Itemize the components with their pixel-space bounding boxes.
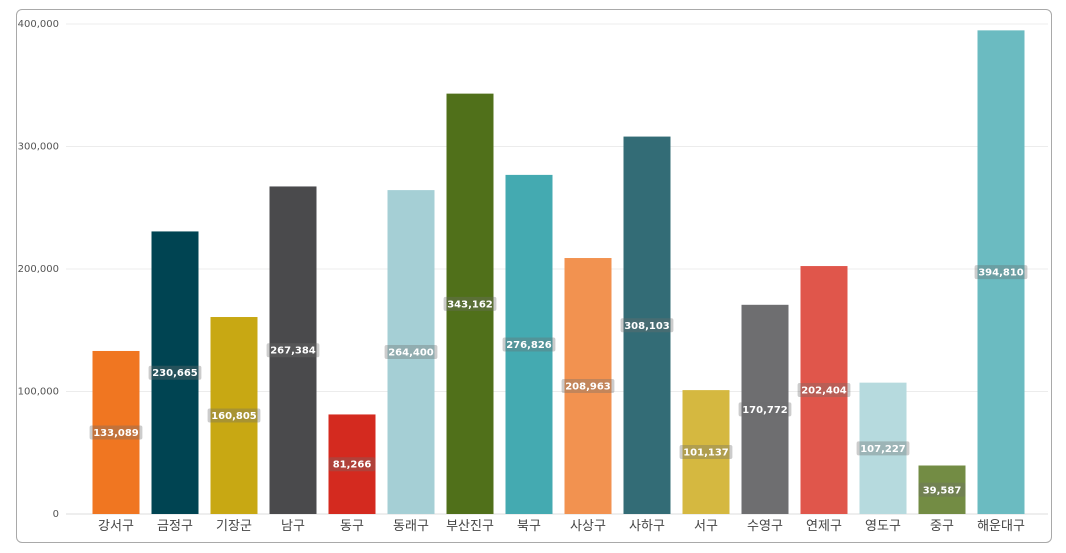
data-label: 81,266 xyxy=(333,460,372,471)
y-tick-label: 300,000 xyxy=(18,142,59,153)
x-tick-label: 연제구 xyxy=(806,519,842,534)
y-tick-label: 0 xyxy=(53,509,59,520)
data-label-box xyxy=(561,379,615,394)
bar[interactable] xyxy=(800,266,848,514)
x-tick-label: 동구 xyxy=(340,519,364,534)
data-label-box xyxy=(89,425,143,440)
bar[interactable] xyxy=(387,190,435,515)
bar[interactable] xyxy=(564,258,612,514)
y-tick-label: 100,000 xyxy=(18,387,59,398)
x-tick-label: 사하구 xyxy=(629,519,665,534)
x-tick-label: 기장군 xyxy=(216,519,252,534)
bar[interactable] xyxy=(977,30,1025,514)
data-label: 267,384 xyxy=(270,346,316,357)
data-label-box xyxy=(502,337,556,352)
x-tick-label: 북구 xyxy=(517,519,541,534)
data-label-box xyxy=(443,296,497,311)
data-label-box xyxy=(328,457,376,472)
x-tick-label: 금정구 xyxy=(157,519,193,534)
x-tick-label: 동래구 xyxy=(393,519,429,534)
data-label: 276,826 xyxy=(506,340,552,351)
bar[interactable] xyxy=(328,414,376,514)
bar[interactable] xyxy=(859,382,907,514)
data-label: 107,227 xyxy=(860,444,906,455)
bar[interactable] xyxy=(623,136,671,514)
bar[interactable] xyxy=(269,186,317,515)
data-label: 394,810 xyxy=(978,268,1024,279)
y-tick-label: 400,000 xyxy=(18,19,59,30)
data-label: 208,963 xyxy=(565,382,611,393)
x-tick-label: 중구 xyxy=(930,519,954,534)
x-tick-label: 서구 xyxy=(694,519,718,534)
data-label-box xyxy=(856,441,910,456)
data-label-box xyxy=(738,402,792,417)
bar[interactable] xyxy=(210,317,258,514)
bar[interactable] xyxy=(918,465,966,514)
y-tick-label: 200,000 xyxy=(18,264,59,275)
data-label-box xyxy=(266,343,320,358)
data-label-box xyxy=(148,365,202,380)
x-tick-label: 강서구 xyxy=(98,519,134,534)
data-label: 160,805 xyxy=(211,411,257,422)
x-tick-label: 해운대구 xyxy=(977,519,1025,534)
bar[interactable] xyxy=(741,304,789,514)
x-tick-label: 남구 xyxy=(281,519,305,534)
bar[interactable] xyxy=(505,174,553,514)
data-label: 101,137 xyxy=(683,448,729,459)
data-label-box xyxy=(384,345,438,360)
data-label: 308,103 xyxy=(624,321,670,332)
data-label-box xyxy=(797,383,851,398)
x-tick-label: 부산진구 xyxy=(446,519,494,534)
data-label: 39,587 xyxy=(923,485,962,496)
data-label: 230,665 xyxy=(152,368,198,379)
data-label: 133,089 xyxy=(93,428,139,439)
data-label: 264,400 xyxy=(388,348,434,359)
bar[interactable] xyxy=(682,390,730,514)
bar[interactable] xyxy=(151,231,199,515)
data-label-box xyxy=(207,408,261,423)
data-label: 343,162 xyxy=(447,299,493,310)
bar[interactable] xyxy=(92,350,140,514)
data-label-box xyxy=(918,482,966,497)
data-label: 170,772 xyxy=(742,405,788,416)
data-label-box xyxy=(620,318,674,333)
bar[interactable] xyxy=(446,93,494,514)
x-tick-label: 사상구 xyxy=(570,519,606,534)
data-label-box xyxy=(974,265,1028,280)
data-label: 202,404 xyxy=(801,386,847,397)
x-tick-label: 영도구 xyxy=(865,519,901,534)
x-tick-label: 수영구 xyxy=(747,519,783,534)
data-label-box xyxy=(679,445,733,460)
